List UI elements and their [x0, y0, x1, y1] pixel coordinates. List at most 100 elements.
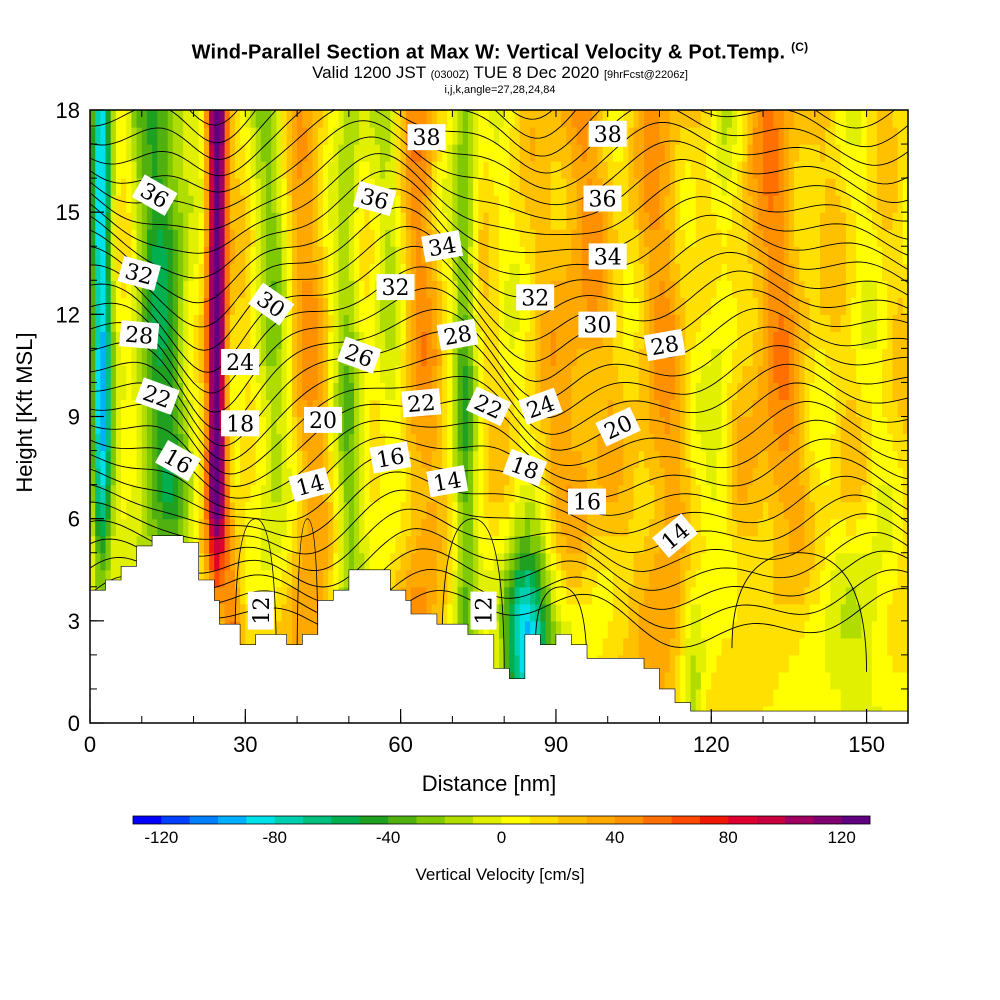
field-cell: [695, 212, 702, 230]
field-cell: [379, 297, 386, 315]
field-cell: [442, 535, 448, 554]
field-cell: [291, 552, 298, 571]
field-cell: [773, 535, 780, 554]
field-cell: [416, 416, 422, 435]
field-cell: [799, 365, 806, 384]
field-cell: [804, 586, 811, 605]
field-cell: [726, 654, 733, 673]
field-cell: [773, 212, 780, 230]
field-cell: [768, 348, 774, 367]
field-cell: [571, 246, 578, 264]
field-cell: [255, 144, 262, 162]
field-cell: [509, 569, 516, 588]
field-cell: [700, 297, 707, 315]
field-cell: [561, 348, 567, 367]
field-cell: [105, 161, 112, 179]
field-cell: [519, 229, 526, 247]
field-cell: [421, 280, 428, 298]
field-cell: [737, 416, 743, 435]
field-cell: [229, 569, 236, 588]
field-cell: [447, 348, 454, 367]
field-cell: [178, 331, 184, 349]
field-cell: [664, 671, 671, 690]
field-cell: [504, 144, 510, 162]
field-cell: [680, 433, 686, 452]
field-cell: [493, 110, 500, 128]
field-cell: [333, 297, 340, 315]
field-cell: [726, 382, 733, 401]
field-cell: [291, 178, 298, 196]
field-cell: [152, 450, 158, 469]
field-cell: [659, 263, 666, 281]
field-cell: [240, 246, 246, 264]
field-cell: [571, 348, 578, 367]
title-block: Wind-Parallel Section at Max W: Vertical…: [0, 36, 1000, 96]
field-cell: [499, 314, 505, 332]
field-cell: [695, 688, 702, 707]
field-cell: [478, 416, 485, 435]
field-cell: [354, 178, 360, 196]
field-cell: [338, 212, 345, 230]
field-cell: [695, 263, 702, 281]
field-cell: [354, 365, 360, 384]
field-cell: [312, 263, 319, 281]
field-cell: [669, 382, 676, 401]
field-cell: [721, 552, 728, 571]
field-cell: [721, 348, 728, 367]
field-cell: [297, 433, 303, 452]
field-cell: [783, 195, 790, 213]
field-cell: [240, 178, 246, 196]
field-cell: [338, 552, 345, 571]
field-cell: [607, 382, 614, 401]
field-cell: [416, 348, 422, 367]
field-cell: [442, 280, 448, 298]
field-cell: [385, 433, 391, 452]
field-cell: [747, 603, 754, 622]
field-cell: [747, 161, 754, 179]
field-cell: [312, 348, 319, 367]
field-cell: [276, 450, 283, 469]
field-cell: [555, 178, 562, 196]
field-cell: [799, 297, 806, 315]
field-cell: [680, 195, 686, 213]
field-cell: [328, 501, 334, 520]
field-cell: [757, 586, 764, 605]
field-cell: [348, 246, 355, 264]
field-cell: [695, 467, 702, 486]
field-cell: [307, 518, 314, 537]
field-cell: [379, 110, 386, 128]
field-cell: [509, 637, 516, 656]
field-cell: [157, 229, 164, 247]
field-cell: [431, 501, 438, 520]
field-cell: [488, 297, 495, 315]
field-cell: [540, 144, 547, 162]
field-cell: [146, 348, 153, 367]
field-cell: [499, 484, 505, 503]
field-cell: [426, 297, 433, 315]
field-cell: [286, 399, 293, 418]
field-cell: [752, 348, 759, 367]
field-cell: [540, 450, 547, 469]
field-cell: [234, 467, 241, 486]
field-cell: [706, 161, 712, 179]
field-cell: [643, 467, 650, 486]
field-cell: [675, 263, 681, 281]
field-cell: [633, 433, 640, 452]
field-cell: [638, 450, 645, 469]
field-cell: [483, 246, 490, 264]
field-cell: [530, 501, 536, 520]
field-cell: [105, 569, 112, 588]
field-cell: [685, 144, 692, 162]
field-cell: [410, 433, 417, 452]
field-cell: [628, 586, 635, 605]
field-cell: [95, 518, 101, 537]
field-cell: [706, 297, 712, 315]
field-cell: [436, 280, 443, 298]
field-cell: [266, 620, 272, 639]
field-cell: [752, 620, 759, 639]
field-cell: [690, 467, 697, 486]
field-cell: [581, 229, 588, 247]
field-cell: [452, 212, 459, 230]
field-cell: [633, 603, 640, 622]
field-cell: [131, 501, 138, 520]
